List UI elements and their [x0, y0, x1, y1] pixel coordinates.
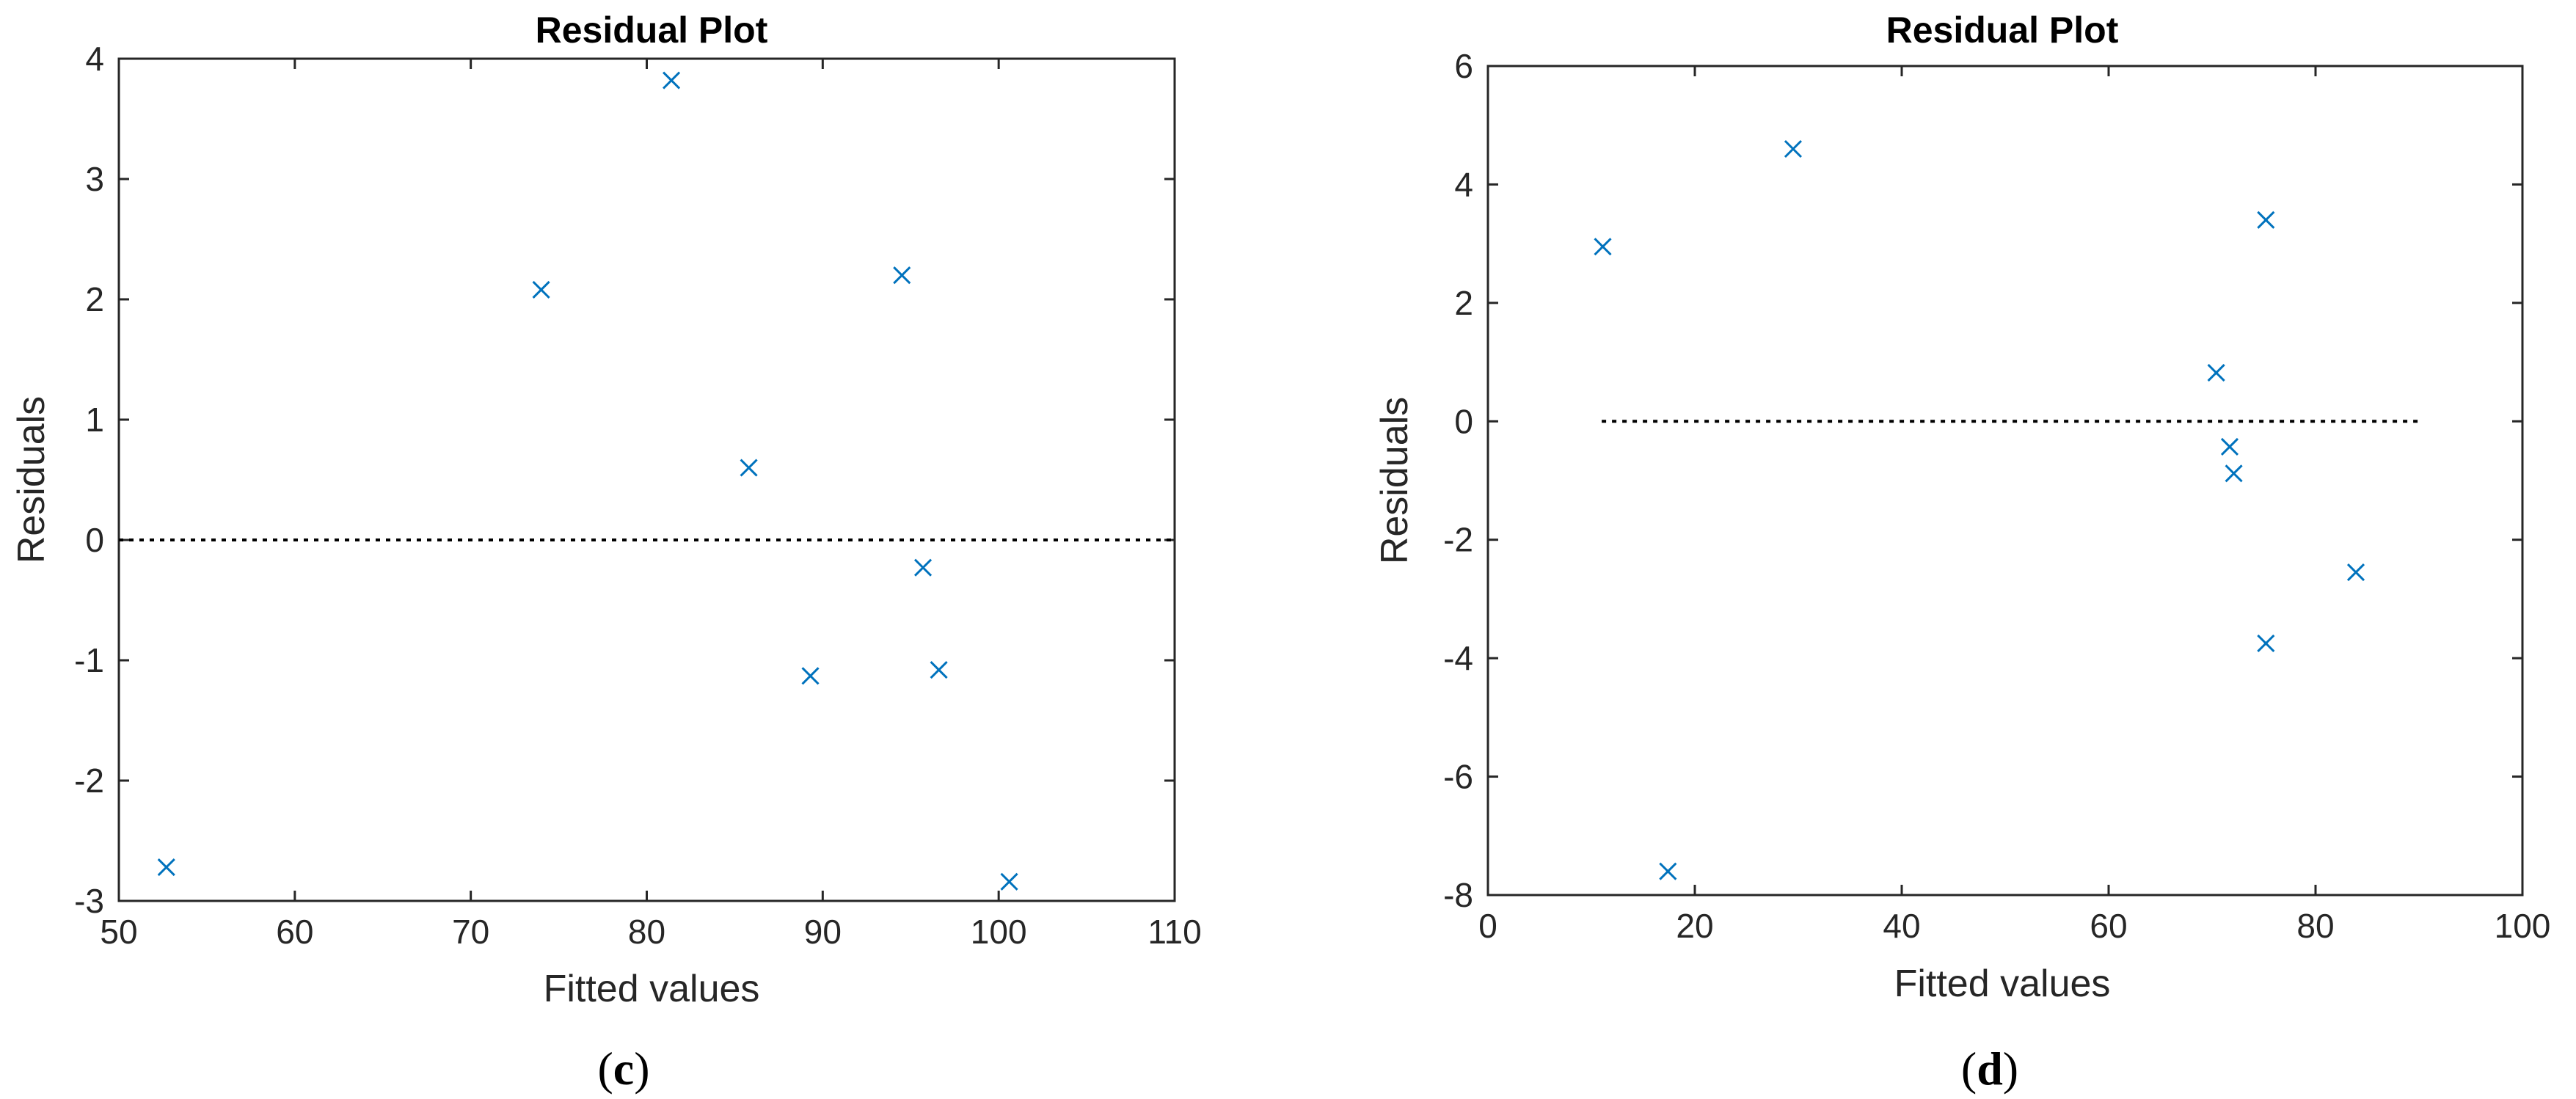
- x-tick-label-d: 80: [2296, 907, 2334, 945]
- y-tick-label-c: -2: [74, 762, 104, 800]
- data-point-d: [2257, 634, 2275, 653]
- y-tick-label-d: -8: [1443, 876, 1473, 914]
- x-tick-label-d: 40: [1883, 907, 1920, 945]
- data-point-d: [1659, 862, 1677, 880]
- data-point-c: [532, 280, 550, 299]
- plot-title-c: Residual Plot: [536, 10, 768, 51]
- y-tick-label-d: 0: [1454, 402, 1473, 440]
- data-points-d: [1594, 139, 2365, 880]
- data-point-c: [740, 459, 758, 477]
- y-axis-label-c: Residuals: [10, 396, 53, 563]
- panel-letter-d: d: [1977, 1043, 2003, 1095]
- data-point-d: [2257, 211, 2275, 229]
- data-point-c: [913, 558, 933, 577]
- data-point-c: [801, 667, 820, 685]
- data-point-d: [2220, 437, 2239, 456]
- panel-label-d: (d): [1961, 1043, 2018, 1095]
- y-axis-label-d: Residuals: [1373, 397, 1416, 564]
- panel-label-c: (c): [597, 1043, 649, 1095]
- x-tick-label-c: 90: [804, 913, 842, 951]
- x-tick-label-d: 100: [2495, 907, 2551, 945]
- data-point-c: [663, 71, 681, 90]
- plot-frame-d: [1486, 65, 2524, 897]
- x-tick-label-d: 20: [1676, 907, 1713, 945]
- y-tick-label-c: 0: [85, 521, 104, 559]
- y-tick-label-c: 1: [85, 401, 104, 439]
- data-point-d: [2346, 563, 2365, 582]
- x-tick-label-d: 0: [1478, 907, 1497, 945]
- data-point-d: [2225, 464, 2243, 483]
- y-tick-label-d: -4: [1443, 639, 1473, 677]
- x-tick-label-c: 110: [1147, 913, 1201, 951]
- y-tick-label-d: -6: [1443, 758, 1473, 796]
- y-tick-label-d: -2: [1443, 521, 1473, 559]
- y-tick-label-d: 4: [1454, 165, 1473, 203]
- data-point-d: [1594, 238, 1612, 256]
- residual-plot-c: Residual Plot 50 60 70 80 90 100 110 -3 -2 -1 0 1 2 3…: [10, 10, 1202, 1095]
- axes-d: 0 20 40 60 80 100 -8 -6 -4 -2 0 2 4 6: [1443, 47, 2550, 945]
- x-axis-label-c: Fitted values: [544, 968, 760, 1010]
- plot-frame-c: [117, 57, 1176, 902]
- data-point-c: [893, 266, 911, 285]
- panel-letter-c: c: [613, 1043, 634, 1095]
- data-point-d: [1784, 139, 1803, 158]
- y-tick-label-c: 3: [85, 160, 104, 198]
- x-tick-label-c: 60: [276, 913, 313, 951]
- y-tick-label-c: -1: [74, 641, 104, 679]
- axes-c: 50 60 70 80 90 100 110 -3 -2 -1 0 1 2 3 4: [74, 40, 1202, 951]
- y-tick-label-d: 6: [1454, 47, 1473, 85]
- y-tick-label-c: 4: [85, 40, 104, 78]
- data-points-c: [157, 71, 1018, 891]
- x-tick-label-c: 80: [628, 913, 665, 951]
- x-tick-label-c: 50: [100, 913, 137, 951]
- y-tick-label-d: 2: [1454, 284, 1473, 322]
- y-tick-label-c: -3: [74, 882, 104, 920]
- data-point-d: [2207, 364, 2225, 382]
- x-axis-label-d: Fitted values: [1894, 963, 2111, 1005]
- x-tick-label-c: 100: [971, 913, 1027, 951]
- data-point-c: [157, 858, 175, 877]
- y-tick-label-c: 2: [85, 280, 104, 318]
- data-point-c: [1000, 872, 1018, 891]
- residual-plot-d: Residual Plot 0 20 40 60 80 100 -8 -6 -4 -2 0 2 4 6 F…: [1373, 10, 2550, 1095]
- data-point-c: [930, 661, 948, 679]
- plot-title-d: Residual Plot: [1886, 10, 2119, 51]
- x-tick-label-c: 70: [452, 913, 489, 951]
- x-tick-label-d: 60: [2090, 907, 2127, 945]
